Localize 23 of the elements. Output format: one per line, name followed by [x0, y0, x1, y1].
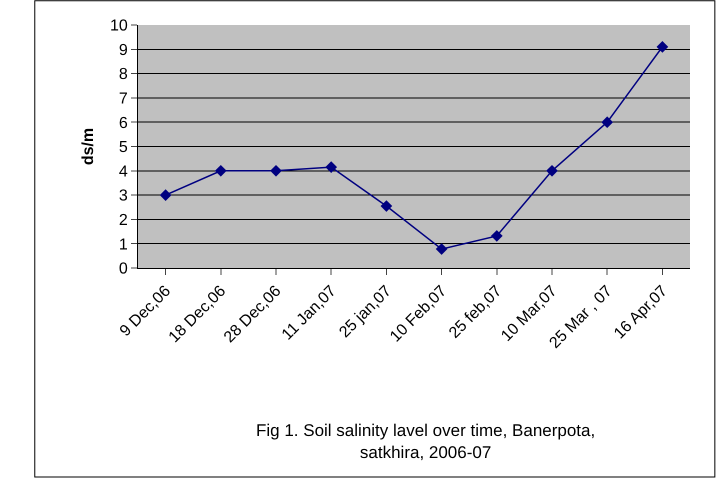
y-tick-label: 10 — [110, 18, 128, 35]
point — [380, 200, 392, 212]
y-tick-label: 0 — [118, 260, 128, 278]
y-tick-label: 5 — [118, 139, 128, 156]
y-tick-label: 2 — [118, 212, 128, 229]
point — [601, 116, 614, 128]
y-tick-label: 9 — [118, 42, 128, 59]
y-tick-label: 3 — [118, 188, 128, 205]
y-axis-title: ds/m — [80, 128, 97, 166]
point — [270, 164, 282, 177]
point — [436, 243, 448, 255]
point — [214, 164, 227, 177]
y-tick-label: 6 — [118, 114, 128, 132]
point — [490, 230, 503, 242]
y-tick-label: 1 — [118, 236, 128, 254]
y-tick-label: 8 — [118, 66, 128, 84]
point — [546, 164, 558, 177]
point — [160, 189, 172, 201]
point — [656, 41, 668, 53]
y-tick-label: 4 — [118, 163, 128, 180]
text: Fig 1. Soil salinity lavel over time, Banerpota, satkhira, 2006-07 — [256, 421, 596, 462]
point — [325, 161, 338, 173]
y-tick-label: 7 — [118, 90, 128, 108]
